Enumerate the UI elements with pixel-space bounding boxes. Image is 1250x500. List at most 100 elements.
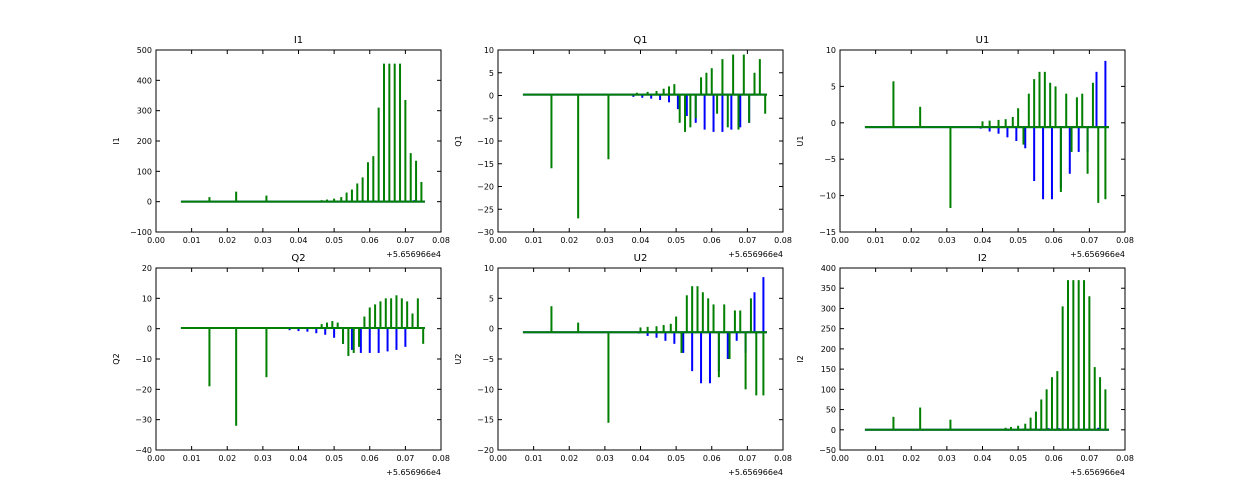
y-tick-label: 20 (142, 264, 152, 273)
x-tick-label: 0.06 (703, 454, 721, 463)
series-green (864, 280, 1109, 431)
y-tick-label: 5 (489, 294, 494, 303)
x-tick-label: 0.03 (596, 236, 614, 245)
x-tick-label: 0.03 (596, 454, 614, 463)
y-tick-label: −10 (819, 192, 836, 201)
x-tick-label: 0.08 (774, 454, 792, 463)
x-tick-label: 0.08 (1116, 454, 1134, 463)
y-tick-label: −5 (482, 114, 494, 123)
x-tick-label: 0.07 (738, 454, 756, 463)
axes-frame (839, 49, 1126, 233)
y-tick-label: −20 (477, 183, 494, 192)
y-tick-label: 400 (137, 76, 152, 85)
x-tick-label: 0.00 (147, 454, 165, 463)
x-tick-label: 0.04 (290, 454, 308, 463)
y-tick-label: −100 (130, 228, 152, 237)
series-blue (522, 93, 767, 132)
x-tick-label: 0.06 (1045, 236, 1063, 245)
x-tick-label: 0.08 (432, 454, 450, 463)
x-tick-label: 0.07 (1080, 454, 1098, 463)
series-green (180, 295, 425, 426)
x-tick-label: 0.03 (938, 454, 956, 463)
y-tick-label: 50 (826, 406, 836, 415)
x-tick-label: 0.06 (361, 236, 379, 245)
subplot-title: U2 (634, 253, 648, 264)
x-tick-label: 0.07 (396, 454, 414, 463)
y-tick-label: 0 (147, 325, 152, 334)
y-tick-label: 150 (821, 365, 836, 374)
y-axis-label: U2 (454, 354, 463, 365)
axes-frame (155, 267, 442, 451)
x-tick-label: 0.01 (183, 236, 201, 245)
y-tick-label: 5 (489, 69, 494, 78)
y-tick-label: −15 (819, 228, 836, 237)
y-tick-label: 10 (142, 294, 152, 303)
axes-frame (497, 267, 784, 451)
y-tick-label: 10 (484, 264, 494, 273)
y-tick-label: 400 (821, 264, 836, 273)
x-tick-label: 0.05 (325, 454, 343, 463)
axes-frame (155, 49, 442, 233)
x-tick-label: 0.01 (183, 454, 201, 463)
y-tick-label: 100 (137, 167, 152, 176)
x-offset-label: +5.656966e4 (386, 250, 441, 259)
x-offset-label: +5.656966e4 (1070, 468, 1125, 477)
x-tick-label: 0.03 (938, 236, 956, 245)
y-axis-label: U1 (796, 136, 805, 147)
x-tick-label: 0.05 (667, 454, 685, 463)
x-tick-label: 0.08 (1116, 236, 1134, 245)
x-tick-label: 0.00 (831, 236, 849, 245)
x-offset-label: +5.656966e4 (386, 468, 441, 477)
x-tick-label: 0.05 (1009, 236, 1027, 245)
y-tick-label: −20 (477, 446, 494, 455)
x-tick-label: 0.01 (867, 454, 885, 463)
y-tick-label: −25 (477, 205, 494, 214)
x-tick-label: 0.07 (738, 236, 756, 245)
y-tick-label: 0 (147, 198, 152, 207)
x-tick-label: 0.01 (525, 236, 543, 245)
y-tick-label: −15 (477, 416, 494, 425)
x-tick-label: 0.05 (1009, 454, 1027, 463)
x-tick-label: 0.03 (254, 454, 272, 463)
series-green (180, 63, 425, 203)
y-tick-label: 0 (831, 119, 836, 128)
subplot-title: U1 (976, 35, 990, 46)
y-tick-label: 350 (821, 284, 836, 293)
y-tick-label: 200 (821, 345, 836, 354)
y-axis-label: Q1 (454, 135, 463, 146)
y-tick-label: −10 (135, 355, 152, 364)
y-tick-label: −50 (819, 446, 836, 455)
y-tick-label: −10 (477, 385, 494, 394)
y-axis-label: I1 (112, 137, 121, 144)
y-tick-label: 10 (826, 46, 836, 55)
subplot-title: Q2 (291, 253, 305, 264)
y-tick-label: −5 (824, 155, 836, 164)
y-tick-label: 5 (831, 82, 836, 91)
x-tick-label: 0.02 (902, 454, 920, 463)
x-tick-label: 0.00 (831, 454, 849, 463)
x-tick-label: 0.06 (703, 236, 721, 245)
series-green (522, 286, 767, 423)
y-tick-label: −30 (477, 228, 494, 237)
subplot-i2: 0.00 0.01 0.02 0.03 0.04 0.05 0.06 0.07 0.08 400 3… (796, 253, 1134, 477)
y-tick-label: −5 (482, 355, 494, 364)
y-tick-label: 100 (821, 385, 836, 394)
x-tick-label: 0.01 (525, 454, 543, 463)
x-tick-label: 0.02 (218, 454, 236, 463)
axes-frame (497, 49, 784, 233)
subplot-u2: 0.00 0.01 0.02 0.03 0.04 0.05 0.06 0.07 0.08 10 5 0… (454, 253, 792, 477)
x-tick-label: 0.00 (489, 236, 507, 245)
x-tick-label: 0.05 (667, 236, 685, 245)
x-tick-label: 0.00 (489, 454, 507, 463)
x-tick-label: 0.02 (902, 236, 920, 245)
y-tick-label: −10 (477, 137, 494, 146)
y-tick-label: 250 (821, 325, 836, 334)
y-axis-label: I2 (796, 355, 805, 362)
x-tick-label: 0.04 (632, 454, 650, 463)
series-blue (522, 277, 767, 384)
y-tick-label: 0 (489, 325, 494, 334)
y-axis-label: Q2 (112, 353, 121, 364)
x-tick-label: 0.01 (867, 236, 885, 245)
subplot-q1: 0.00 0.01 0.02 0.03 0.04 0.05 0.06 0.07 0.08 10 5 0… (454, 35, 792, 259)
